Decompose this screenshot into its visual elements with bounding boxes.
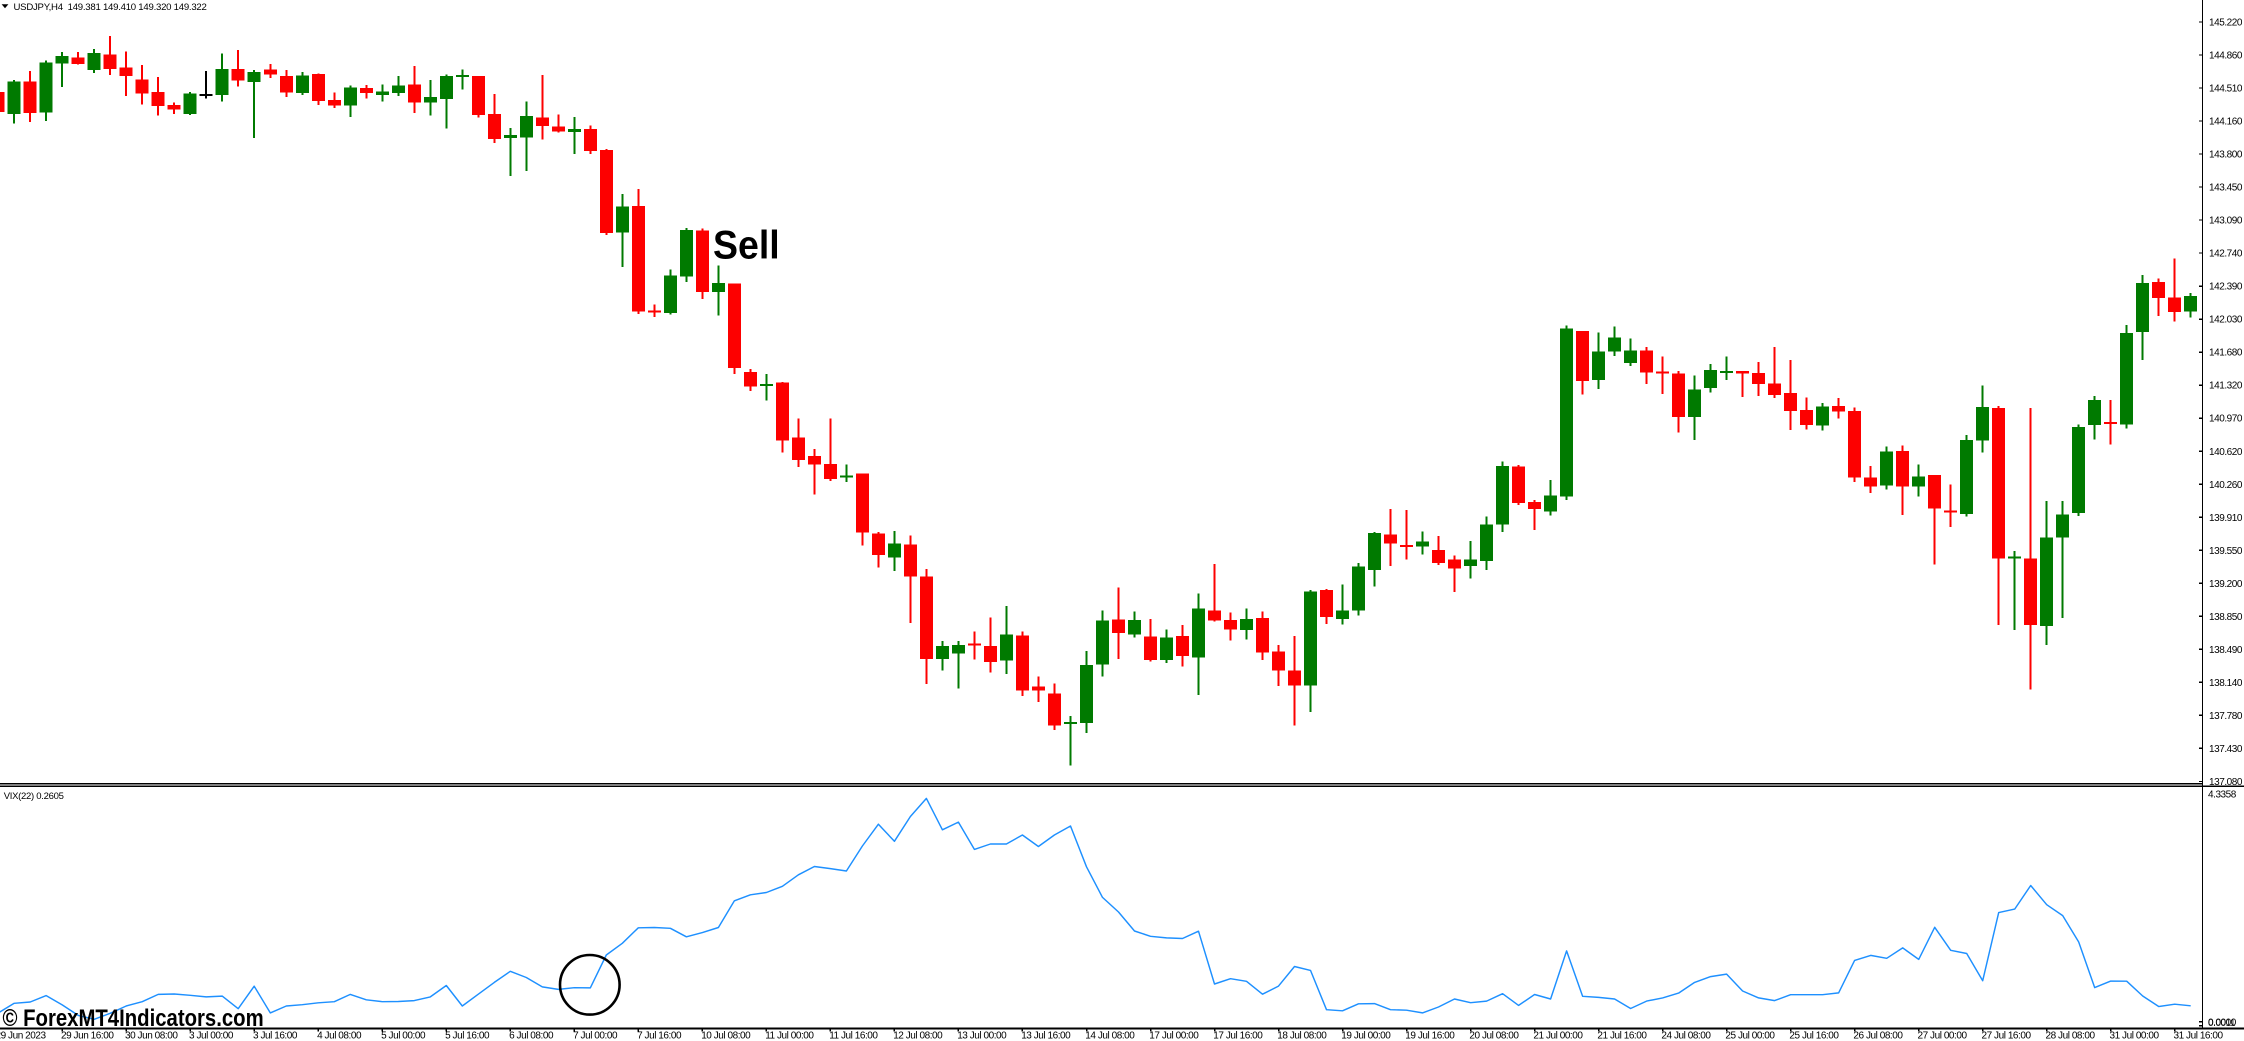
- svg-text:21 Jul 00:00: 21 Jul 00:00: [1533, 1031, 1583, 1041]
- svg-text:29 Jun 2023: 29 Jun 2023: [0, 1031, 46, 1041]
- svg-text:USDJPY,H4 149.381 149.410 149: USDJPY,H4 149.381 149.410 149.320 149.32…: [14, 2, 207, 13]
- svg-text:31 Jul 00:00: 31 Jul 00:00: [2110, 1031, 2160, 1041]
- svg-text:142.390: 142.390: [2209, 282, 2243, 293]
- svg-text:4 Jul 08:00: 4 Jul 08:00: [317, 1031, 362, 1041]
- svg-text:137.780: 137.780: [2209, 711, 2243, 722]
- svg-text:5 Jul 00:00: 5 Jul 00:00: [381, 1031, 426, 1041]
- svg-text:25 Jul 00:00: 25 Jul 00:00: [1725, 1031, 1775, 1041]
- svg-text:0.0011: 0.0011: [2208, 1018, 2236, 1029]
- svg-text:27 Jul 00:00: 27 Jul 00:00: [1918, 1031, 1968, 1041]
- svg-text:17 Jul 16:00: 17 Jul 16:00: [1213, 1031, 1263, 1041]
- svg-text:4.3358: 4.3358: [2208, 790, 2237, 801]
- svg-text:26 Jul 08:00: 26 Jul 08:00: [1853, 1031, 1903, 1041]
- svg-text:144.860: 144.860: [2209, 51, 2243, 62]
- svg-text:141.680: 141.680: [2209, 348, 2243, 359]
- svg-text:11 Jul 16:00: 11 Jul 16:00: [829, 1031, 878, 1041]
- svg-text:145.220: 145.220: [2209, 18, 2243, 29]
- svg-text:13 Jul 16:00: 13 Jul 16:00: [1021, 1031, 1071, 1041]
- svg-text:10 Jul 08:00: 10 Jul 08:00: [701, 1031, 751, 1041]
- svg-text:137.080: 137.080: [2209, 777, 2243, 788]
- svg-text:18 Jul 08:00: 18 Jul 08:00: [1277, 1031, 1327, 1041]
- svg-text:14 Jul 08:00: 14 Jul 08:00: [1085, 1031, 1135, 1041]
- svg-text:139.550: 139.550: [2209, 546, 2243, 557]
- svg-text:7 Jul 00:00: 7 Jul 00:00: [573, 1031, 618, 1041]
- svg-text:141.320: 141.320: [2209, 381, 2243, 392]
- svg-text:142.740: 142.740: [2209, 249, 2243, 260]
- svg-text:140.260: 140.260: [2209, 480, 2243, 491]
- svg-text:19 Jul 16:00: 19 Jul 16:00: [1405, 1031, 1455, 1041]
- svg-text:12 Jul 08:00: 12 Jul 08:00: [893, 1031, 943, 1041]
- svg-text:29 Jun 16:00: 29 Jun 16:00: [61, 1031, 114, 1041]
- svg-text:3 Jul 16:00: 3 Jul 16:00: [253, 1031, 298, 1041]
- svg-text:144.160: 144.160: [2209, 117, 2243, 128]
- svg-text:Sell: Sell: [713, 224, 780, 268]
- svg-text:21 Jul 16:00: 21 Jul 16:00: [1597, 1031, 1647, 1041]
- svg-text:137.430: 137.430: [2209, 744, 2243, 755]
- svg-text:139.910: 139.910: [2209, 513, 2243, 524]
- svg-text:3 Jul 00:00: 3 Jul 00:00: [189, 1031, 234, 1041]
- svg-text:143.450: 143.450: [2209, 183, 2243, 194]
- svg-text:0.0000: 0.0000: [2208, 1017, 2237, 1028]
- svg-text:25 Jul 16:00: 25 Jul 16:00: [1789, 1031, 1839, 1041]
- svg-text:138.850: 138.850: [2209, 612, 2243, 623]
- svg-text:VIX(22) 0.2605: VIX(22) 0.2605: [4, 791, 64, 802]
- svg-text:24 Jul 08:00: 24 Jul 08:00: [1661, 1031, 1711, 1041]
- svg-text:20 Jul 08:00: 20 Jul 08:00: [1469, 1031, 1519, 1041]
- svg-text:31 Jul 16:00: 31 Jul 16:00: [2174, 1031, 2224, 1041]
- svg-text:30 Jun 08:00: 30 Jun 08:00: [125, 1031, 178, 1041]
- svg-text:140.970: 140.970: [2209, 414, 2243, 425]
- svg-text:138.490: 138.490: [2209, 645, 2243, 656]
- svg-text:139.200: 139.200: [2209, 579, 2243, 590]
- svg-text:138.140: 138.140: [2209, 678, 2243, 689]
- svg-text:13 Jul 00:00: 13 Jul 00:00: [957, 1031, 1007, 1041]
- svg-text:5 Jul 16:00: 5 Jul 16:00: [445, 1031, 490, 1041]
- svg-text:28 Jul 08:00: 28 Jul 08:00: [2046, 1031, 2096, 1041]
- svg-text:27 Jul 16:00: 27 Jul 16:00: [1982, 1031, 2032, 1041]
- svg-text:© ForexMT4Indicators.com: © ForexMT4Indicators.com: [3, 1004, 264, 1031]
- svg-text:142.030: 142.030: [2209, 315, 2243, 326]
- svg-text:17 Jul 00:00: 17 Jul 00:00: [1149, 1031, 1199, 1041]
- svg-text:11 Jul 00:00: 11 Jul 00:00: [765, 1031, 814, 1041]
- svg-text:7 Jul 16:00: 7 Jul 16:00: [637, 1031, 682, 1041]
- svg-text:19 Jul 00:00: 19 Jul 00:00: [1341, 1031, 1391, 1041]
- svg-text:143.090: 143.090: [2209, 216, 2243, 227]
- svg-text:143.800: 143.800: [2209, 150, 2243, 161]
- svg-text:6 Jul 08:00: 6 Jul 08:00: [509, 1031, 554, 1041]
- svg-text:140.620: 140.620: [2209, 447, 2243, 458]
- svg-text:144.510: 144.510: [2209, 84, 2243, 95]
